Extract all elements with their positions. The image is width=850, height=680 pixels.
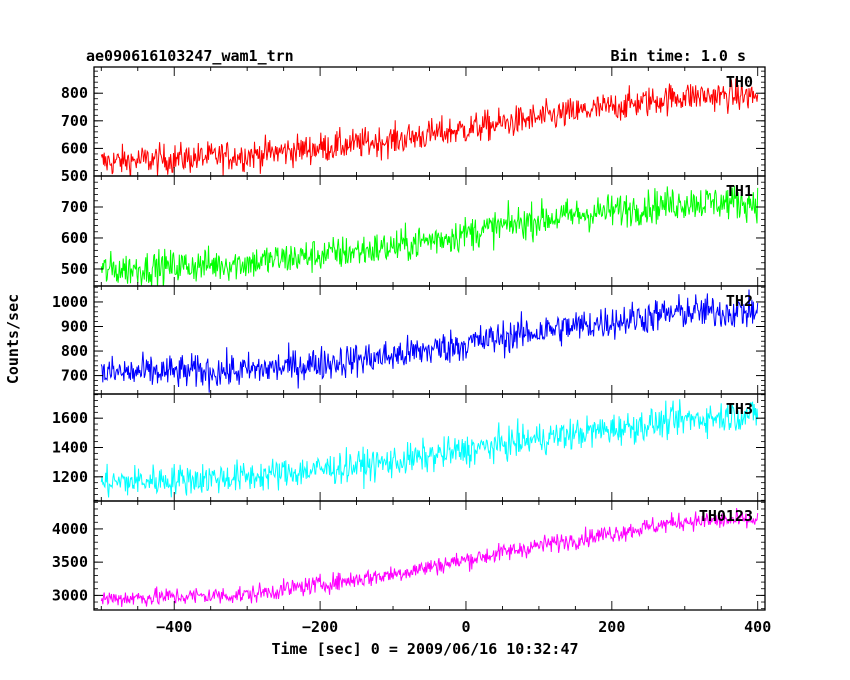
panel-label: TH0123 [699,507,753,525]
x-axis: −400 −200 0 200 400 [156,618,771,636]
series-line-th1 [100,185,759,286]
y-tick-label: 1200 [52,468,88,486]
series-line-th0 [100,78,759,176]
panel-frame [93,500,766,611]
y-tick-label: 900 [61,318,88,336]
y-tick-label: 3000 [52,586,88,604]
x-tick-label: 0 [461,618,470,636]
panel-th3: 1200 1400 1600 TH3 [52,393,766,502]
panel-th2: 700 800 900 1000 TH2 [52,285,766,395]
panel-th0: 500 600 700 800 TH0 [61,66,766,185]
x-tick-label: −400 [156,618,192,636]
x-axis-label: Time [sec] 0 = 2009/06/16 10:32:47 [271,640,578,658]
y-tick-label: 1400 [52,439,88,457]
y-tick-label: 500 [61,260,88,278]
chart-title-right: Bin time: 1.0 s [611,47,746,65]
y-axis-label: Counts/sec [4,294,22,384]
y-tick-label: 600 [61,139,88,157]
y-tick-label: 700 [61,367,88,385]
series-line-th3 [100,399,759,498]
panel-label: TH3 [726,400,753,418]
y-tick-label: 800 [61,84,88,102]
series-line-th0123 [100,507,759,608]
y-tick-label: 700 [61,112,88,130]
panel-th1: 500 600 700 TH1 [61,175,766,287]
y-tick-label: 1000 [52,293,88,311]
panels-group: 500 600 700 800 TH0 500 600 700 TH1 700 800 900 1000… [52,66,766,611]
y-tick-label: 600 [61,229,88,247]
x-tick-label: 400 [744,618,771,636]
panel-label: TH0 [726,73,753,91]
y-tick-label: 1600 [52,409,88,427]
y-tick-label: 800 [61,342,88,360]
panel-label: TH2 [726,292,753,310]
y-tick-label: 4000 [52,520,88,538]
x-tick-label: −200 [302,618,338,636]
y-tick-label: 700 [61,198,88,216]
y-tick-label: 3500 [52,553,88,571]
series-line-th2 [100,289,759,393]
panel-label: TH1 [726,182,753,200]
chart-title-left: ae090616103247_wam1_trn [86,47,294,65]
y-tick-label: 500 [61,167,88,185]
panel-th0123: 3000 3500 4000 TH0123 [52,500,766,611]
x-tick-label: 200 [598,618,625,636]
